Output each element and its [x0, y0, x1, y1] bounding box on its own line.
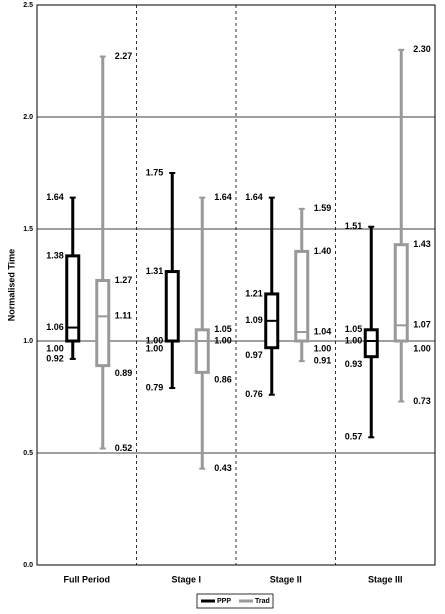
data-label: 0.91 [314, 356, 332, 366]
box [194, 328, 210, 374]
data-label: 1.21 [245, 288, 263, 298]
data-label: 0.76 [245, 389, 263, 399]
data-label: 0.93 [345, 359, 363, 369]
x-tick-label: Stage III [368, 574, 403, 584]
data-label: 1.00 [345, 335, 363, 345]
data-label: 0.89 [115, 368, 133, 378]
y-tick-label: 2.0 [23, 114, 33, 121]
box [294, 249, 310, 343]
data-label: 0.73 [413, 396, 431, 406]
box [363, 328, 379, 359]
data-label: 1.11 [115, 311, 132, 321]
data-label: 1.00 [146, 343, 164, 353]
x-tick-label: Full Period [63, 574, 110, 584]
data-label: 1.00 [413, 343, 431, 353]
data-label: 1.00 [314, 343, 332, 353]
data-label: 1.00 [46, 343, 64, 353]
data-label: 2.27 [115, 51, 133, 61]
x-tick-label: Stage I [171, 574, 201, 584]
data-label: 1.43 [413, 239, 431, 249]
data-label: 1.75 [146, 167, 164, 177]
data-label: 0.97 [245, 350, 263, 360]
data-label: 1.31 [146, 266, 164, 276]
box [95, 279, 111, 368]
data-label: 1.64 [46, 192, 64, 202]
data-label: 1.07 [413, 320, 431, 330]
data-label: 0.92 [46, 353, 64, 363]
legend-box [196, 593, 274, 609]
box [164, 270, 180, 343]
data-label: 1.51 [345, 221, 363, 231]
data-label: 1.05 [345, 324, 363, 334]
y-tick-label: 1.5 [23, 226, 33, 233]
data-label: 1.00 [146, 335, 164, 345]
y-tick-label: 0.0 [23, 562, 33, 569]
y-tick-label: 1.0 [23, 338, 33, 345]
data-label: 1.40 [314, 246, 332, 256]
y-tick-label: 0.5 [23, 450, 33, 457]
data-label: 1.27 [115, 275, 133, 285]
data-label: 0.43 [214, 463, 232, 473]
legend-label: PPP [217, 598, 231, 605]
data-label: 0.52 [115, 443, 133, 453]
legend-label: Trad [255, 598, 270, 605]
data-label: 1.64 [214, 192, 232, 202]
y-tick-label: 2.5 [23, 2, 33, 9]
data-label: 1.09 [245, 315, 263, 325]
x-tick-label: Stage II [270, 574, 302, 584]
data-label: 0.79 [146, 382, 164, 392]
data-label: 1.38 [46, 250, 64, 260]
data-label: 1.06 [46, 322, 64, 332]
data-label: 2.30 [413, 44, 431, 54]
y-axis-label: Normalised Time [6, 249, 16, 321]
data-label: 1.05 [214, 324, 232, 334]
data-label: 1.64 [245, 192, 263, 202]
box [393, 243, 409, 343]
data-label: 0.86 [214, 375, 232, 385]
data-label: 1.04 [314, 326, 332, 336]
data-label: 1.00 [214, 335, 232, 345]
box [65, 254, 81, 343]
data-label: 0.57 [345, 432, 363, 442]
data-label: 1.59 [314, 203, 332, 213]
